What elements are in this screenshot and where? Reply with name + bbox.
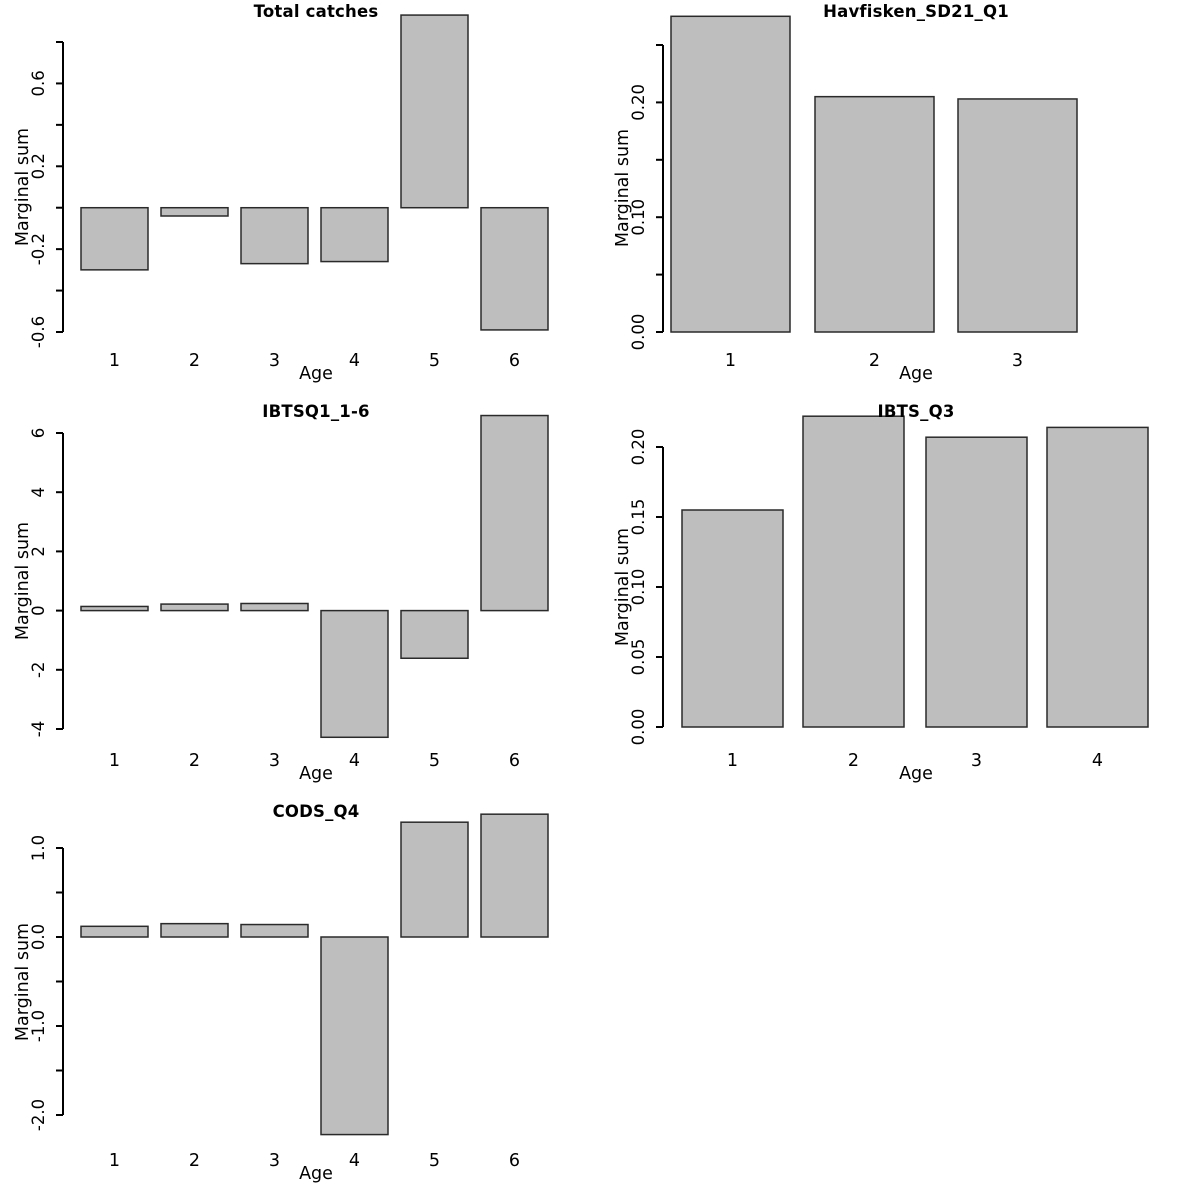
- bar: [240, 206, 309, 265]
- bar: [400, 609, 469, 660]
- barplot-havfisken-sd21-q1: 0.00 0.10 0.20 1 2 3: [629, 15, 1078, 371]
- y-tick-label: 0.2: [29, 153, 48, 179]
- x-tick-label: 4: [349, 751, 360, 771]
- x-tick-label: 6: [509, 751, 520, 771]
- y-tick-label: -2.0: [29, 1099, 48, 1131]
- y-axis-label: Marginal sum: [13, 922, 33, 1042]
- x-axis-label: Age: [899, 364, 933, 384]
- y-axis-label: Marginal sum: [613, 128, 633, 248]
- x-axis-label: Age: [299, 764, 333, 784]
- bar: [320, 609, 389, 739]
- bar: [957, 98, 1078, 333]
- x-tick-label: 4: [349, 1151, 360, 1171]
- chart-title: CODS_Q4: [272, 802, 360, 821]
- x-tick-label: 6: [509, 351, 520, 371]
- y-tick-label: 0.05: [629, 639, 648, 676]
- bar: [240, 923, 309, 938]
- y-tick-label: 0: [29, 605, 48, 616]
- x-tick-label: 3: [269, 1151, 280, 1171]
- chart-title: IBTSQ1_1-6: [262, 402, 370, 421]
- x-axis-label: Age: [299, 364, 333, 384]
- y-tick-label: 1.0: [29, 835, 48, 861]
- x-tick-label: 6: [509, 1151, 520, 1171]
- bar: [480, 813, 549, 938]
- x-tick-label: 2: [848, 751, 859, 771]
- y-tick-label: 0.00: [629, 314, 648, 351]
- chart-title: Havfisken_SD21_Q1: [823, 2, 1009, 21]
- bar: [160, 206, 229, 217]
- bar: [400, 821, 469, 938]
- bar: [814, 95, 935, 333]
- chart-title: IBTS_Q3: [877, 402, 955, 421]
- panel-havfisken-sd21-q1: 0.00 0.10 0.20 1 2 3 Havfisken_SD21_Q1 Age Ma…: [600, 0, 1200, 400]
- y-tick-label: -0.6: [29, 316, 48, 348]
- x-tick-label: 1: [109, 1151, 120, 1171]
- x-tick-label: 3: [971, 751, 982, 771]
- bar: [80, 605, 149, 612]
- y-tick-label: -1.0: [29, 1010, 48, 1042]
- x-tick-label: 2: [189, 351, 200, 371]
- x-tick-label: 5: [429, 351, 440, 371]
- y-tick-label: 0.20: [629, 84, 648, 121]
- panel-ibtsq1-1-6: -4 -2 0 2 4 6 1 2 3 4 5 6 IBTSQ1_1-6 Age Marginal s…: [0, 400, 600, 800]
- y-tick-label: 0.00: [629, 709, 648, 746]
- x-tick-label: 5: [429, 751, 440, 771]
- x-tick-label: 1: [727, 751, 738, 771]
- y-tick-label: 2: [29, 546, 48, 557]
- x-tick-label: 1: [109, 351, 120, 371]
- y-tick-label: 0.20: [629, 429, 648, 466]
- bar: [480, 206, 549, 331]
- x-tick-label: 2: [189, 1151, 200, 1171]
- y-tick-label: 0.15: [629, 499, 648, 536]
- bar: [160, 603, 229, 612]
- x-tick-label: 5: [429, 1151, 440, 1171]
- bar: [80, 206, 149, 271]
- bar: [400, 14, 469, 209]
- bar: [670, 15, 791, 333]
- x-tick-label: 4: [1092, 751, 1103, 771]
- barplot-ibtsq1-1-6: -4 -2 0 2 4 6 1 2 3 4 5 6: [29, 414, 549, 771]
- x-axis-label: Age: [899, 764, 933, 784]
- x-tick-label: 1: [725, 351, 736, 371]
- y-tick-label: 0.6: [29, 70, 48, 96]
- x-tick-label: 2: [869, 351, 880, 371]
- y-tick-label: 0.10: [629, 199, 648, 236]
- x-tick-label: 3: [1012, 351, 1023, 371]
- y-tick-label: 4: [29, 487, 48, 498]
- x-tick-label: 4: [349, 351, 360, 371]
- bar: [681, 509, 784, 728]
- y-tick-label: -2: [29, 662, 48, 678]
- bar: [320, 936, 389, 1136]
- panel-cods-q4: -2.0 -1.0 0.0 1.0 1 2 3 4 5 6 CODS_Q4 Age Margina…: [0, 800, 600, 1200]
- y-tick-label: -4: [29, 721, 48, 737]
- x-tick-label: 2: [189, 751, 200, 771]
- bar: [240, 602, 309, 612]
- panel-total-catches: -0.6 -0.2 0.2 0.6 1 2 3 4 5 6 Total catches Age M…: [0, 0, 600, 400]
- barplot-cods-q4: -2.0 -1.0 0.0 1.0 1 2 3 4 5 6: [29, 813, 549, 1171]
- y-tick-label: -0.2: [29, 233, 48, 265]
- barplot-ibts-q3: 0.00 0.05 0.10 0.15 0.20 1 2 3 4: [629, 415, 1149, 771]
- y-tick-label: 6: [29, 428, 48, 439]
- y-tick-label: 0.0: [29, 924, 48, 950]
- x-tick-label: 3: [269, 751, 280, 771]
- barplot-total-catches: -0.6 -0.2 0.2 0.6 1 2 3 4 5 6: [29, 14, 549, 371]
- x-tick-label: 1: [109, 751, 120, 771]
- bar: [480, 414, 549, 612]
- bar: [160, 922, 229, 938]
- x-axis-label: Age: [299, 1164, 333, 1184]
- bar: [80, 925, 149, 938]
- y-axis-label: Marginal sum: [13, 127, 33, 247]
- bar: [1046, 426, 1149, 728]
- y-tick-label: 0.10: [629, 569, 648, 606]
- bar: [925, 436, 1028, 728]
- y-axis-label: Marginal sum: [13, 521, 33, 641]
- chart-title: Total catches: [253, 2, 379, 21]
- panel-ibts-q3: 0.00 0.05 0.10 0.15 0.20 1 2 3 4 IBTS_Q3 Age Mar…: [600, 400, 1200, 800]
- bar: [320, 206, 389, 263]
- x-tick-label: 3: [269, 351, 280, 371]
- y-axis-label: Marginal sum: [613, 527, 633, 647]
- bar: [802, 415, 905, 728]
